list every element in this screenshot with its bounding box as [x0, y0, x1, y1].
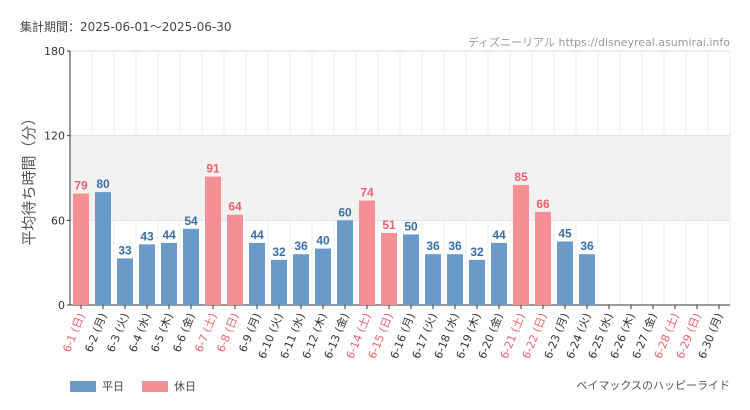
- bar: [117, 258, 133, 305]
- bar: [513, 185, 529, 305]
- bar: [73, 193, 89, 305]
- data-label: 45: [558, 227, 572, 241]
- holiday-swatch: [142, 380, 168, 392]
- bar: [205, 176, 221, 305]
- bar: [447, 254, 463, 305]
- period-label: 集計期間：2025-06-01～2025-06-30: [20, 20, 232, 34]
- data-label: 32: [470, 245, 484, 259]
- data-label: 32: [272, 245, 286, 259]
- data-label: 74: [360, 186, 374, 200]
- data-label: 64: [228, 200, 242, 214]
- bar: [315, 248, 331, 305]
- bar: [469, 259, 485, 305]
- weekday-swatch: [70, 380, 96, 392]
- bar: [139, 244, 155, 305]
- y-tick-label: 120: [44, 130, 65, 143]
- legend-holiday[interactable]: 休日: [142, 378, 196, 394]
- bar: [557, 241, 573, 305]
- data-label: 36: [294, 239, 308, 253]
- data-label: 36: [426, 239, 440, 253]
- bar: [293, 254, 309, 305]
- data-label: 50: [404, 219, 418, 233]
- data-label: 80: [96, 177, 110, 191]
- bar: [271, 259, 287, 305]
- bar: [95, 192, 111, 305]
- data-label: 91: [206, 162, 220, 176]
- legend: 平日 休日: [70, 378, 196, 394]
- data-label: 43: [140, 229, 154, 243]
- bar: [535, 211, 551, 305]
- bar: [359, 200, 375, 305]
- source-credit: ディズニーリアル https://disneyreal.asumirai.inf…: [467, 36, 730, 49]
- data-label: 40: [316, 234, 330, 248]
- bar: [403, 234, 419, 305]
- data-label: 44: [162, 228, 176, 242]
- bar: [249, 242, 265, 305]
- legend-weekday[interactable]: 平日: [70, 378, 124, 394]
- data-label: 85: [514, 170, 528, 184]
- data-label: 36: [448, 239, 462, 253]
- legend-holiday-label: 休日: [174, 380, 196, 393]
- data-label: 79: [74, 179, 88, 193]
- bar: [491, 242, 507, 305]
- legend-weekday-label: 平日: [102, 380, 124, 393]
- attraction-name: ベイマックスのハッピーライド: [576, 379, 730, 392]
- bar: [337, 220, 353, 305]
- data-label: 33: [118, 243, 132, 257]
- data-label: 66: [536, 197, 550, 211]
- y-tick-label: 0: [58, 299, 65, 312]
- bar: [425, 254, 441, 305]
- y-axis-title: 平均待ち時間（分）: [20, 110, 38, 245]
- bar: [161, 242, 177, 305]
- bar: [183, 228, 199, 305]
- bar: [579, 254, 595, 305]
- bar: [227, 214, 243, 305]
- data-label: 44: [250, 228, 264, 242]
- data-label: 54: [184, 214, 198, 228]
- data-label: 51: [382, 218, 396, 232]
- y-tick-label: 60: [51, 214, 65, 227]
- data-label: 36: [580, 239, 594, 253]
- data-label: 60: [338, 205, 352, 219]
- bar: [381, 233, 397, 305]
- data-label: 44: [492, 228, 506, 242]
- y-tick-label: 180: [44, 45, 65, 58]
